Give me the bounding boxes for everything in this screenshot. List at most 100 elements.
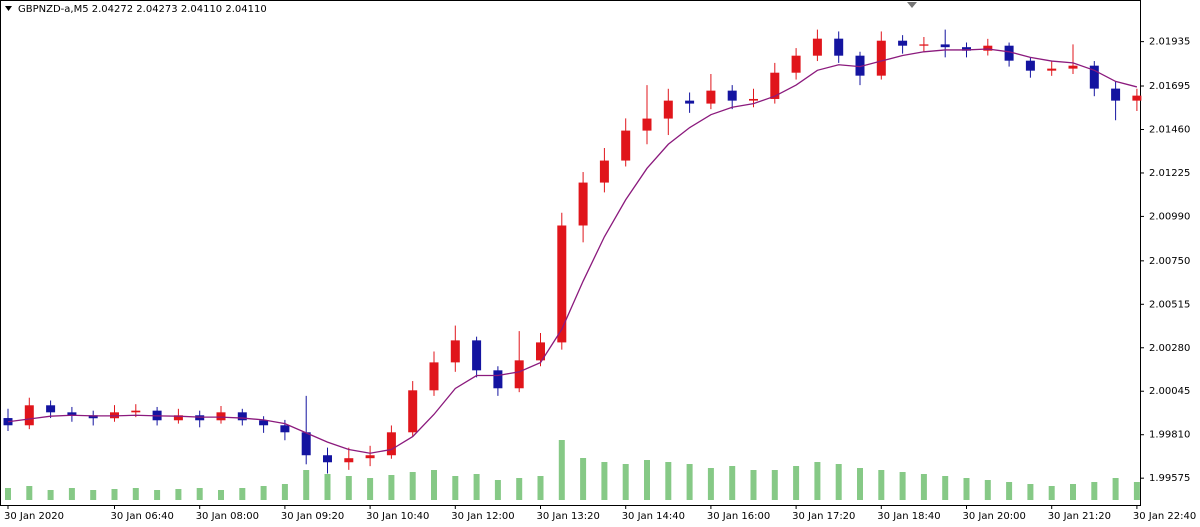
volume-bar <box>90 490 97 500</box>
candle-body <box>88 415 98 419</box>
candle-body <box>727 90 737 101</box>
y-tick-label: 2.01460 <box>1149 124 1190 135</box>
x-tick-label: 30 Jan 21:20 <box>1048 511 1111 522</box>
volume-bar <box>431 470 437 500</box>
volume-bar <box>1133 482 1140 500</box>
volume-bar <box>814 462 821 500</box>
chart-title: GBPNZD-a,M5 2.04272 2.04273 2.04110 2.04… <box>18 4 267 15</box>
shift-marker <box>907 2 917 8</box>
volume-bar <box>154 490 161 500</box>
candle-body <box>472 340 482 371</box>
volume-bar <box>175 489 182 500</box>
candle-body <box>1004 45 1014 61</box>
candle-body <box>578 182 588 226</box>
candle-body <box>706 90 716 104</box>
candle-body <box>1047 68 1057 71</box>
volume-bar <box>111 489 118 500</box>
volume-bar <box>899 472 906 500</box>
candle-body <box>983 45 993 51</box>
volume-bar <box>1112 478 1119 500</box>
y-tick-label: 2.00990 <box>1149 211 1190 222</box>
candle-body <box>450 340 460 363</box>
y-tick-label: 2.00515 <box>1149 299 1190 310</box>
candle-body <box>536 342 545 361</box>
volume-bar <box>1027 484 1034 500</box>
volume-bar <box>324 474 331 500</box>
volume-bar <box>920 474 927 500</box>
volume-bar <box>1048 486 1055 500</box>
volume-bar <box>558 440 565 500</box>
volume-bar <box>218 490 224 500</box>
candle-body <box>812 38 822 56</box>
candle-body <box>1089 65 1099 89</box>
volume-bar <box>281 484 288 500</box>
volume-bar <box>707 468 714 500</box>
volume-bar <box>665 462 672 500</box>
candle-body <box>493 370 503 389</box>
candle-body <box>408 390 418 433</box>
volume-bar <box>516 478 523 500</box>
volume-bar <box>622 464 629 500</box>
volume-bar <box>26 486 33 500</box>
plot-frame <box>0 0 1141 506</box>
menu-arrow[interactable] <box>5 6 12 11</box>
candle-body <box>1111 88 1121 101</box>
x-tick-label: 30 Jan 16:00 <box>707 511 770 522</box>
volume-bar <box>750 470 757 500</box>
volume-bar <box>196 488 203 500</box>
volume-bar <box>580 458 587 500</box>
volume-bar <box>1091 482 1098 500</box>
x-tick-label: 30 Jan 20:00 <box>963 511 1026 522</box>
candle-body <box>834 38 844 56</box>
volume-bar <box>345 476 352 500</box>
candle-body <box>344 458 354 463</box>
volume-bar <box>47 490 54 500</box>
y-tick-label: 2.01935 <box>1149 37 1190 48</box>
x-tick-label: 30 Jan 13:20 <box>537 511 600 522</box>
candle-body <box>429 362 439 391</box>
candle-body <box>876 40 886 76</box>
candle-body <box>280 425 290 433</box>
volume-bar <box>601 462 608 500</box>
volume-bar <box>878 470 885 500</box>
volume-bar <box>942 476 949 500</box>
y-tick-label: 2.01695 <box>1149 81 1190 92</box>
candle-body <box>1025 60 1035 71</box>
candle-body <box>365 455 375 459</box>
volume-bar <box>68 488 75 500</box>
candle-body <box>1068 65 1078 69</box>
volume-bar <box>771 470 778 500</box>
candle-body <box>898 40 908 46</box>
y-tick-label: 2.00045 <box>1149 386 1190 397</box>
volume-bar <box>963 478 970 500</box>
volume-bar <box>388 475 395 500</box>
volume-bar <box>452 476 459 500</box>
x-tick-label: 30 Jan 06:40 <box>111 511 174 522</box>
volume-bar <box>367 478 374 500</box>
candle-body <box>46 405 56 413</box>
candle-body <box>259 420 269 426</box>
volume-bar <box>473 474 480 500</box>
volume-bar <box>5 488 11 500</box>
candle-body <box>770 72 780 99</box>
candle-body <box>24 405 34 426</box>
candle-body <box>855 55 865 76</box>
x-tick-label: 30 Jan 2020 <box>4 511 64 522</box>
volume-bar <box>793 466 800 500</box>
volume-bar <box>1070 484 1076 500</box>
candle-body <box>67 412 77 416</box>
x-tick-label: 30 Jan 10:40 <box>366 511 429 522</box>
candle-body <box>642 118 652 131</box>
candle-body <box>962 47 971 51</box>
x-tick-label: 30 Jan 22:40 <box>1133 511 1196 522</box>
y-tick-label: 2.01225 <box>1149 168 1190 179</box>
candle-body <box>301 432 311 456</box>
candle-body <box>663 100 673 119</box>
y-tick-label: 2.00750 <box>1149 256 1190 267</box>
volume-bar <box>729 466 736 500</box>
volume-bar <box>835 464 842 500</box>
y-tick-label: 1.99810 <box>1149 430 1190 441</box>
volume-bar <box>132 488 139 500</box>
x-tick-label: 30 Jan 09:20 <box>281 511 344 522</box>
